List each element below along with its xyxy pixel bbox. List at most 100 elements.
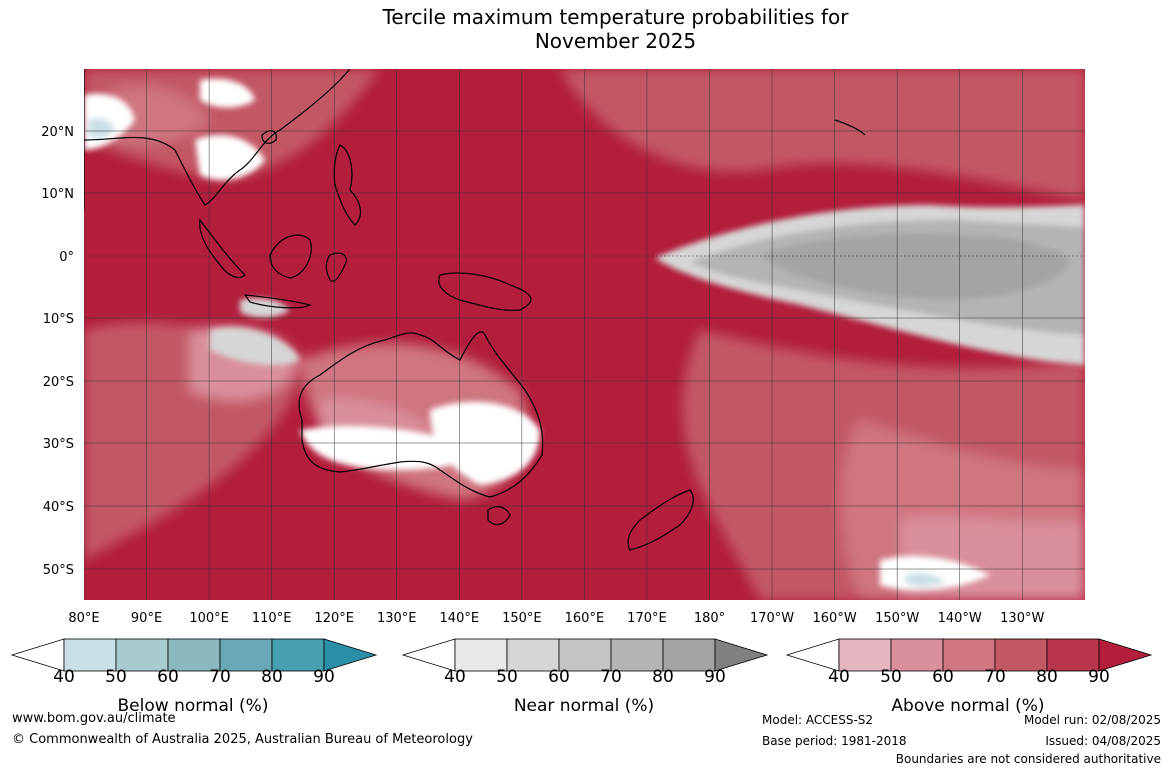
coastlines [84, 69, 866, 551]
colorbar-tick-label: 60 [932, 667, 954, 687]
colorbar-segment [1046, 638, 1100, 672]
region-near-40-indian [210, 327, 300, 366]
colorbar-segment [662, 638, 716, 672]
colorbar-segment [219, 638, 273, 672]
graticule [84, 69, 1085, 600]
colorbar-high-extend [714, 638, 769, 672]
colorbar-tick-label: 40 [444, 667, 466, 687]
colorbar-tick-label: 80 [652, 667, 674, 687]
longitude-labels: 80°E 90°E 100°E 110°E 120°E 130°E 140°E 150°E 16… [68, 611, 1044, 626]
philippines-coastline [333, 144, 362, 226]
lon-label: 100°E [189, 611, 229, 626]
lon-label: 170°W [750, 611, 794, 626]
region-low-indochina [195, 135, 265, 180]
latitude-labels: 20°N 10°N 0° 10°S 20°S 30°S 40°S 50°S [41, 125, 74, 578]
lat-label: 20°S [43, 375, 74, 390]
hawaii-coastline [834, 119, 866, 136]
region-low-china [200, 78, 255, 108]
colorbars [10, 638, 1153, 672]
colorbar-tick-label: 70 [600, 667, 622, 687]
colorbar-segment [942, 638, 996, 672]
colorbar-segment [506, 638, 560, 672]
lat-label: 20°N [41, 125, 74, 140]
region-below-40-southern-ocean [905, 572, 945, 587]
footer-base-period: Base period: 1981-2018 [762, 734, 907, 748]
colorbar-tick-label: 90 [704, 667, 726, 687]
title-line-2: November 2025 [534, 29, 697, 53]
lon-label: 170°E [627, 611, 667, 626]
colorbar-tick-label: 50 [880, 667, 902, 687]
above-normal-colorbar [785, 638, 1153, 672]
region-above-70-north-pacific [560, 69, 1085, 200]
colorbar-segment [890, 638, 944, 672]
near-normal-title: Near normal (%) [513, 696, 655, 716]
lat-label: 10°S [43, 312, 74, 327]
colorbar-tick-label: 60 [157, 667, 179, 687]
colorbar-high-extend [1098, 638, 1153, 672]
footer-model: Model: ACCESS-S2 [762, 713, 874, 727]
above-normal-title: Above normal (%) [891, 696, 1045, 716]
near-normal-colorbar [401, 638, 769, 672]
region-low-southeast-australia [430, 401, 540, 485]
colorbar-segment [271, 638, 325, 672]
colorbar-tick-label: 90 [313, 667, 335, 687]
title-line-1: Tercile maximum temperature probabilitie… [382, 5, 849, 29]
hainan-coastline [261, 130, 277, 144]
probability-field [84, 69, 1085, 600]
colorbar-segment [838, 638, 892, 672]
colorbar-tick-label: 40 [53, 667, 75, 687]
colorbar-segment [558, 638, 612, 672]
lon-label: 120°E [314, 611, 354, 626]
colorbar-tick-label: 80 [261, 667, 283, 687]
colorbar-tick-label: 50 [105, 667, 127, 687]
region-below-40-india [88, 118, 115, 139]
lon-label: 140°E [440, 611, 480, 626]
lat-label: 50°S [43, 563, 74, 578]
region-near-70-equatorial [760, 233, 1070, 300]
lon-label: 110°E [252, 611, 292, 626]
new-guinea-coastline [438, 272, 532, 311]
colorbar-tick-label: 40 [828, 667, 850, 687]
colorbar-tick-label: 80 [1036, 667, 1058, 687]
colorbar-segment [63, 638, 117, 672]
lon-label: 150°E [502, 611, 542, 626]
region-above-60-india [110, 86, 210, 144]
colorbar-tick-label: 90 [1088, 667, 1110, 687]
lon-label: 130°E [377, 611, 417, 626]
colorbar-segment [994, 638, 1048, 672]
lat-label: 0° [59, 250, 74, 265]
australia-coastline [298, 331, 544, 498]
lon-label: 130°W [1000, 611, 1044, 626]
borneo-coastline [269, 234, 312, 279]
sulawesi-coastline [325, 252, 347, 282]
below-normal-title: Below normal (%) [117, 696, 269, 716]
below-normal-colorbar [10, 638, 378, 672]
lon-label: 80°E [68, 611, 99, 626]
colorbar-tick-label: 60 [548, 667, 570, 687]
lon-label: 160°W [813, 611, 857, 626]
footer-model-run: Model run: 02/08/2025 [1023, 713, 1161, 727]
asia-coastline [84, 69, 351, 210]
lat-label: 30°S [43, 437, 74, 452]
colorbar-tick-label: 70 [984, 667, 1006, 687]
footer-url[interactable]: www.bom.gov.au/climate [12, 711, 176, 726]
colorbar-segment [454, 638, 508, 672]
region-low-south-australia [300, 425, 472, 470]
footer-copyright: © Commonwealth of Australia 2025, Austra… [12, 732, 473, 747]
new-zealand-coastline [627, 489, 694, 551]
footer-issued: Issued: 04/08/2025 [1045, 734, 1161, 748]
sumatra-coastline [199, 218, 246, 279]
lat-label: 10°N [41, 187, 74, 202]
java-coastline [243, 294, 312, 309]
lon-label: 150°W [875, 611, 919, 626]
lon-label: 180° [694, 611, 725, 626]
lon-label: 90°E [131, 611, 162, 626]
tasmania-coastline [487, 506, 511, 526]
tercile-map: 20°N 10°N 0° 10°S 20°S 30°S 40°S 50°S 80°E 90°E 1… [41, 69, 1085, 626]
colorbar-high-extend [323, 638, 378, 672]
lon-label: 160°E [565, 611, 605, 626]
colorbar-segment [167, 638, 221, 672]
colorbar-tick-label: 70 [209, 667, 231, 687]
colorbar-tick-label: 50 [496, 667, 518, 687]
lat-label: 40°S [43, 500, 74, 515]
